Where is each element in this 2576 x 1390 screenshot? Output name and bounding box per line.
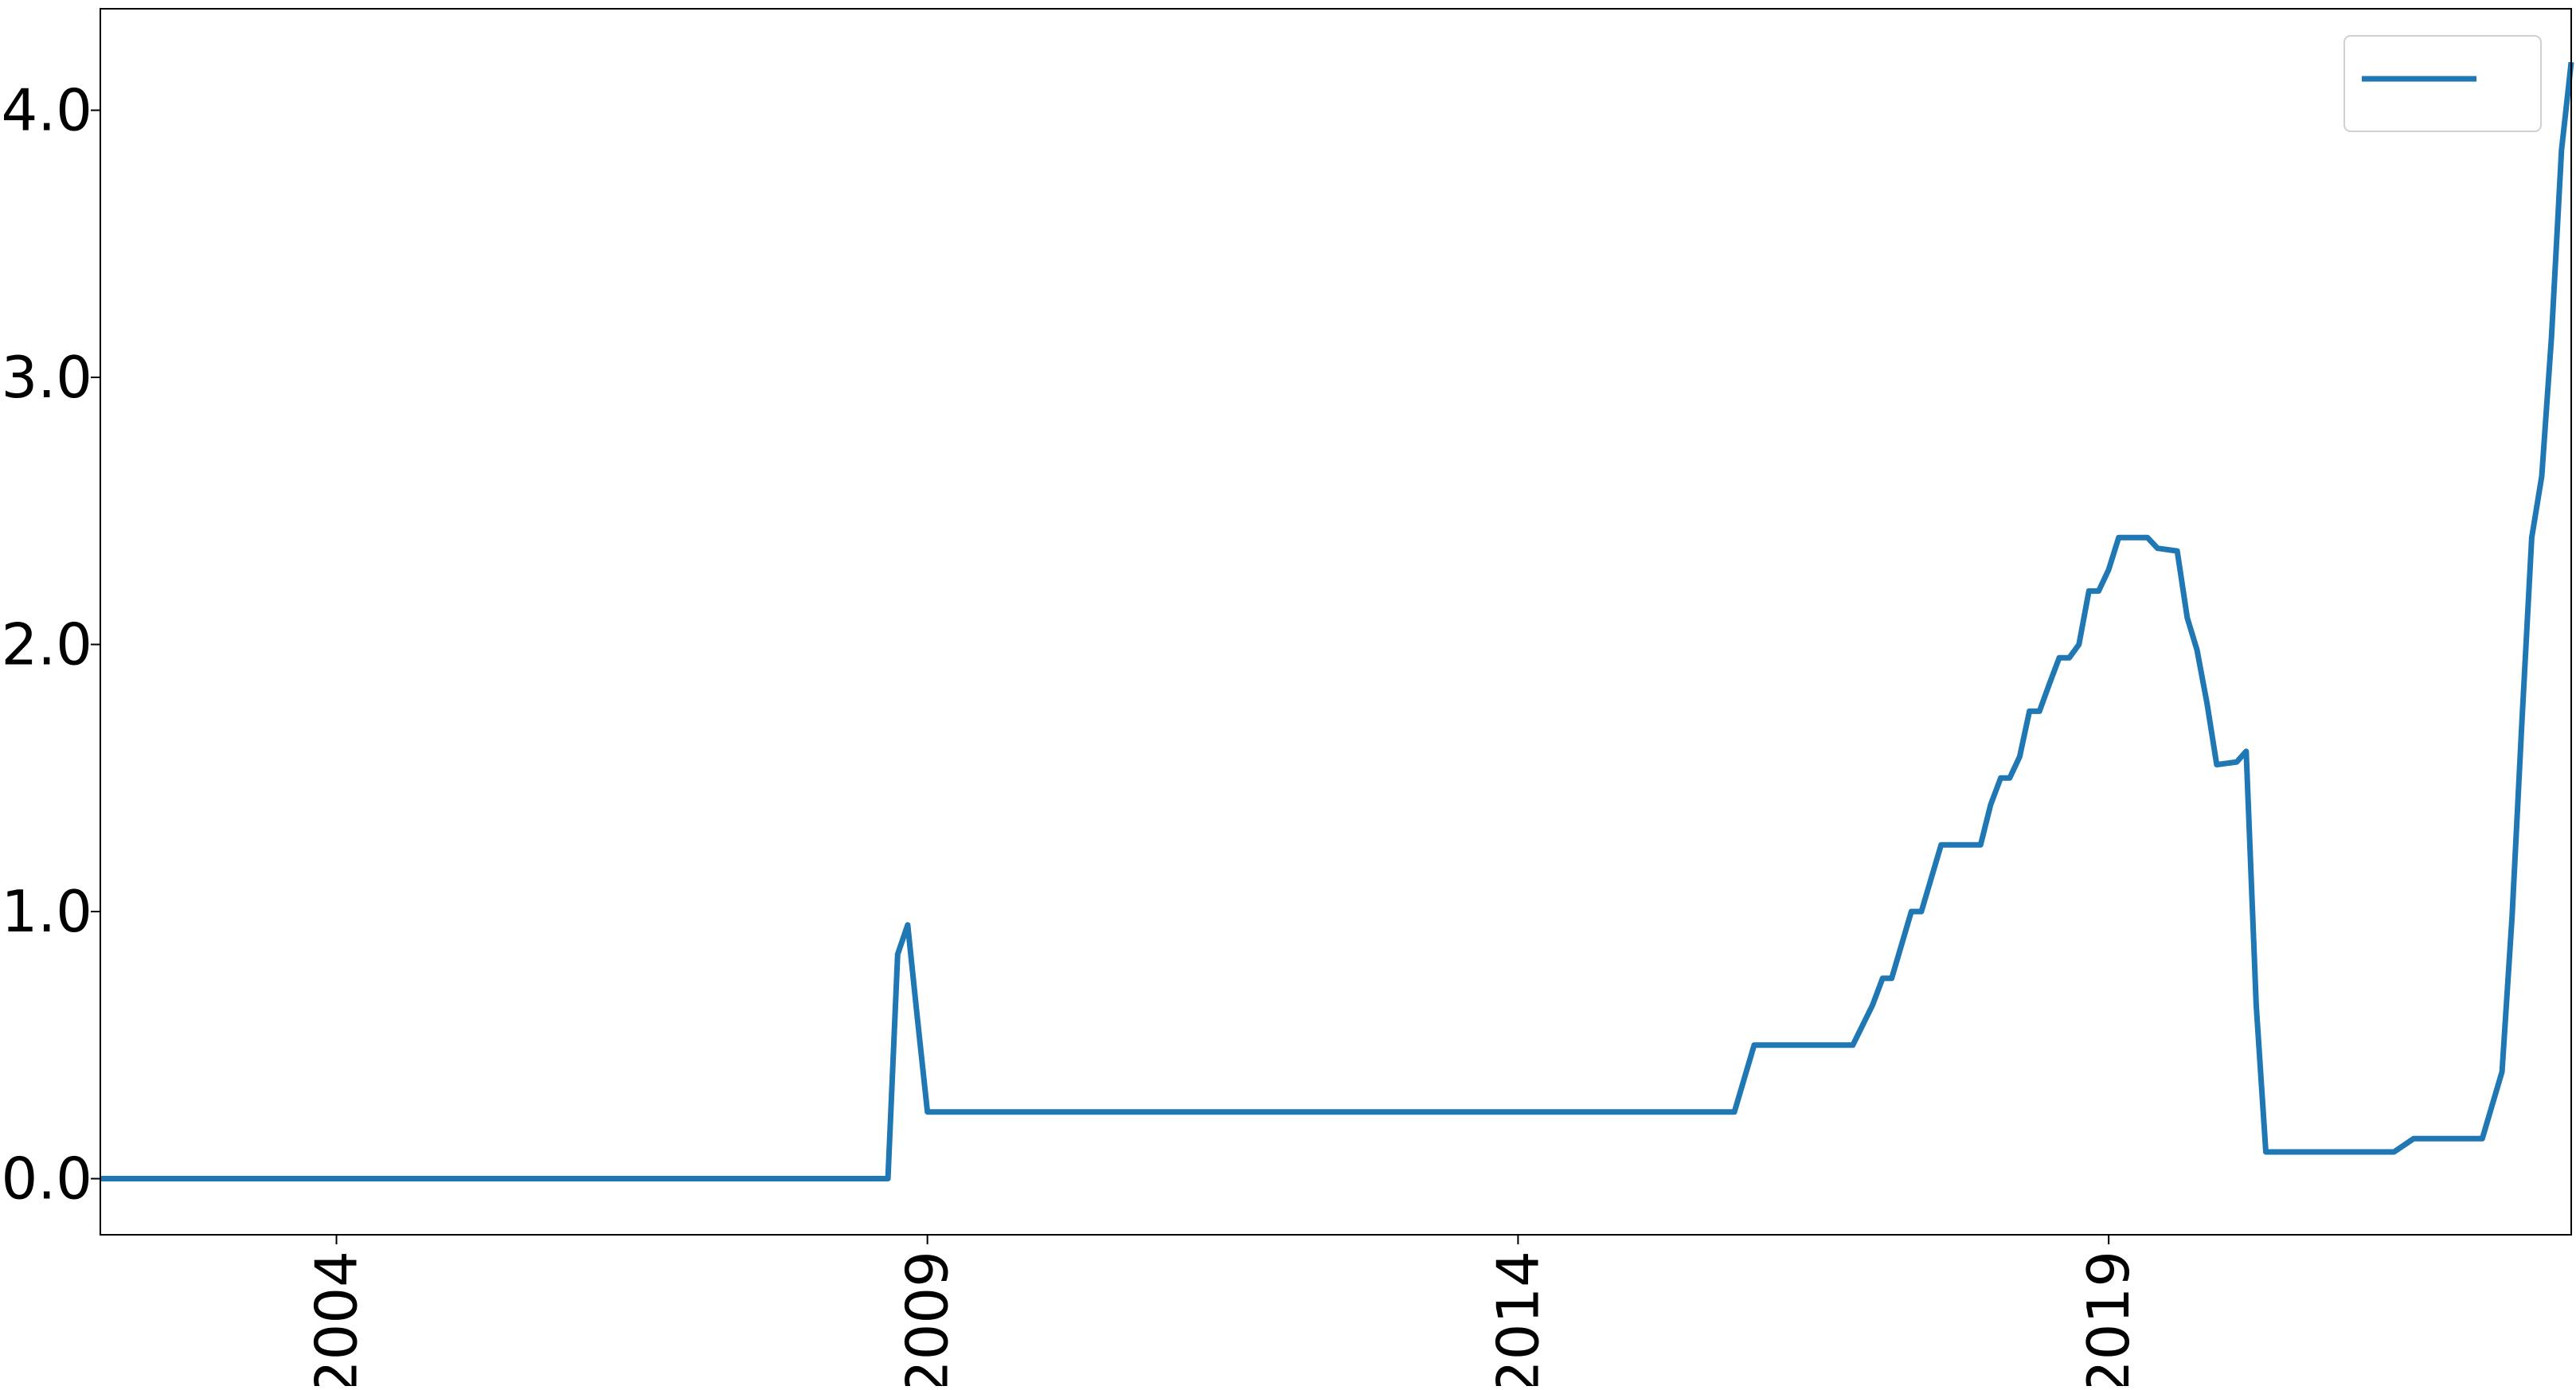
- y-tick-label: 3.0: [1, 344, 92, 411]
- x-axis: 2004 2009 2014 2019: [303, 1235, 2142, 1390]
- series-line: [100, 61, 2574, 1181]
- y-tick-label: 1.0: [1, 878, 92, 945]
- y-tick-label: 4.0: [1, 76, 92, 143]
- x-tick-label: 2019: [2075, 1251, 2142, 1386]
- x-tick-label: 2009: [894, 1251, 961, 1386]
- y-tick-label: 0.0: [1, 1146, 92, 1212]
- legend-box: [2343, 35, 2542, 132]
- legend: [2343, 35, 2542, 132]
- x-tick-label: 2014: [1484, 1251, 1551, 1386]
- y-axis: 0.0 1.0 2.0 3.0 4.0: [1, 76, 100, 1212]
- y-tick-label: 2.0: [1, 611, 92, 678]
- plot-frame: [100, 8, 2572, 1236]
- x-tick-label: 2004: [303, 1251, 370, 1386]
